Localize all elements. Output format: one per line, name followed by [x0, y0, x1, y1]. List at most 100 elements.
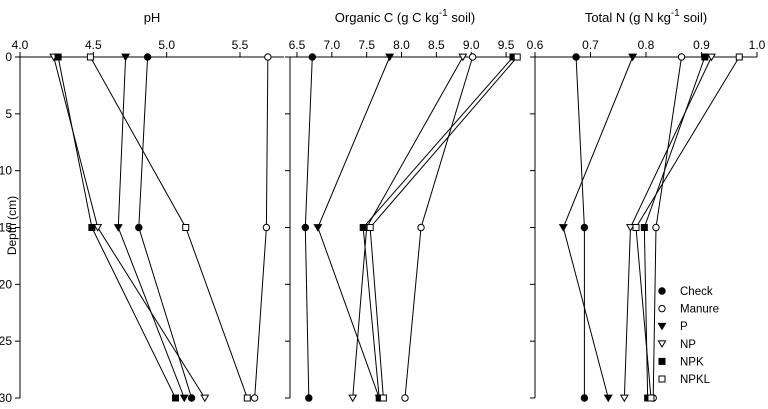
panel-title: pH: [144, 10, 161, 25]
x-tick-label: 1.0: [749, 38, 766, 52]
data-point: [572, 53, 580, 61]
data-point: [619, 394, 629, 403]
data-point: [677, 53, 686, 61]
data-point: [93, 224, 103, 232]
y-tick-label: 25: [0, 334, 12, 348]
data-point: [625, 224, 635, 232]
legend-marker: [658, 287, 666, 295]
data-point: [54, 53, 62, 61]
panel-2: 6.5 7.0 7.5 8.0 8.5 9.0 9.5 Organic C (g C kg-1…: [285, 8, 521, 403]
data-point: [359, 224, 367, 231]
data-point: [121, 53, 131, 62]
series-np: [49, 53, 210, 403]
x-tick-label: 4.0: [12, 38, 29, 52]
series-p: [313, 53, 395, 403]
legend-label: Manure: [680, 304, 719, 316]
data-point: [243, 394, 251, 402]
data-point: [707, 53, 716, 62]
x-tick-label: 5.5: [232, 38, 249, 52]
legend-label: Check: [680, 286, 713, 298]
y-tick-label: 10: [0, 164, 12, 178]
legend-marker: [658, 357, 666, 365]
panel-3: 0.6 0.7 0.8 0.9 1.0 Total N (g N kg-1 soil): [527, 8, 766, 403]
x-tick-label: 0.9: [693, 38, 710, 52]
series-check: [572, 53, 589, 402]
series-check: [301, 53, 317, 402]
series-line: [53, 56, 206, 399]
data-point: [200, 394, 210, 403]
x-tick-label: 8.5: [428, 38, 445, 52]
data-point: [628, 53, 638, 62]
data-point: [652, 223, 660, 232]
data-point: [305, 394, 313, 402]
data-point: [417, 223, 425, 232]
y-tick-label: 15: [0, 221, 12, 235]
series-npkl: [366, 53, 521, 402]
data-point: [113, 224, 123, 232]
data-point: [580, 223, 589, 232]
x-tick-label: 7.5: [358, 38, 375, 52]
data-point: [135, 223, 143, 232]
series-manure: [401, 53, 477, 402]
data-point: [558, 224, 568, 232]
legend-label: NP: [680, 339, 696, 351]
panel-title: Total N (g N kg-1 soil): [585, 8, 707, 25]
series-npkl: [86, 53, 251, 402]
data-point: [640, 224, 648, 231]
x-tick-label: 9.5: [498, 38, 515, 52]
data-point: [701, 53, 709, 61]
data-point: [187, 394, 196, 402]
data-point: [580, 394, 589, 402]
x-tick-label: 4.5: [85, 38, 102, 52]
series-line: [369, 56, 518, 399]
series-line: [89, 56, 248, 399]
data-point: [401, 394, 409, 402]
legend-label: NPK: [680, 356, 704, 368]
data-point: [171, 394, 179, 402]
x-tick-label: 0.7: [582, 38, 599, 52]
x-tick-label: 8.0: [393, 38, 410, 52]
legend-label: P: [680, 321, 688, 333]
x-tick-label: 6.5: [289, 38, 306, 52]
legend-marker: [657, 340, 667, 349]
data-point: [379, 394, 387, 402]
data-point: [86, 53, 94, 61]
x-tick-label: 7.0: [323, 38, 340, 52]
series-npkl: [632, 53, 743, 402]
data-point: [179, 394, 189, 403]
data-point: [348, 394, 358, 403]
data-point: [735, 53, 743, 61]
legend-label: NPKL: [680, 374, 711, 386]
x-tick-label: 5.0: [158, 38, 175, 52]
data-point: [88, 224, 96, 231]
data-point: [143, 53, 152, 61]
data-point: [250, 394, 259, 402]
series-npk: [359, 53, 517, 402]
data-point: [182, 224, 190, 231]
data-point: [313, 224, 323, 232]
series-line: [317, 56, 391, 399]
data-point: [513, 53, 521, 61]
data-point: [603, 394, 613, 403]
x-tick-label: 0.8: [638, 38, 655, 52]
x-tick-label: 0.6: [527, 38, 544, 52]
series-line: [117, 56, 185, 399]
panel-title: Organic C (g C kg-1 soil): [335, 8, 475, 25]
data-point: [308, 53, 317, 61]
series-p: [558, 53, 638, 403]
y-tick-label: 5: [5, 107, 12, 121]
series-check: [135, 53, 196, 402]
series-line: [562, 56, 634, 399]
series-npk: [54, 53, 179, 402]
y-tick-label: 30: [0, 391, 12, 405]
series-manure: [250, 53, 272, 402]
series-p: [113, 53, 189, 403]
y-tick-label: 0: [5, 50, 12, 64]
series-line: [362, 56, 514, 399]
data-point: [366, 224, 374, 231]
data-point: [262, 223, 271, 232]
legend-marker: [658, 375, 666, 383]
legend-marker: [658, 304, 666, 313]
data-point: [468, 53, 477, 61]
